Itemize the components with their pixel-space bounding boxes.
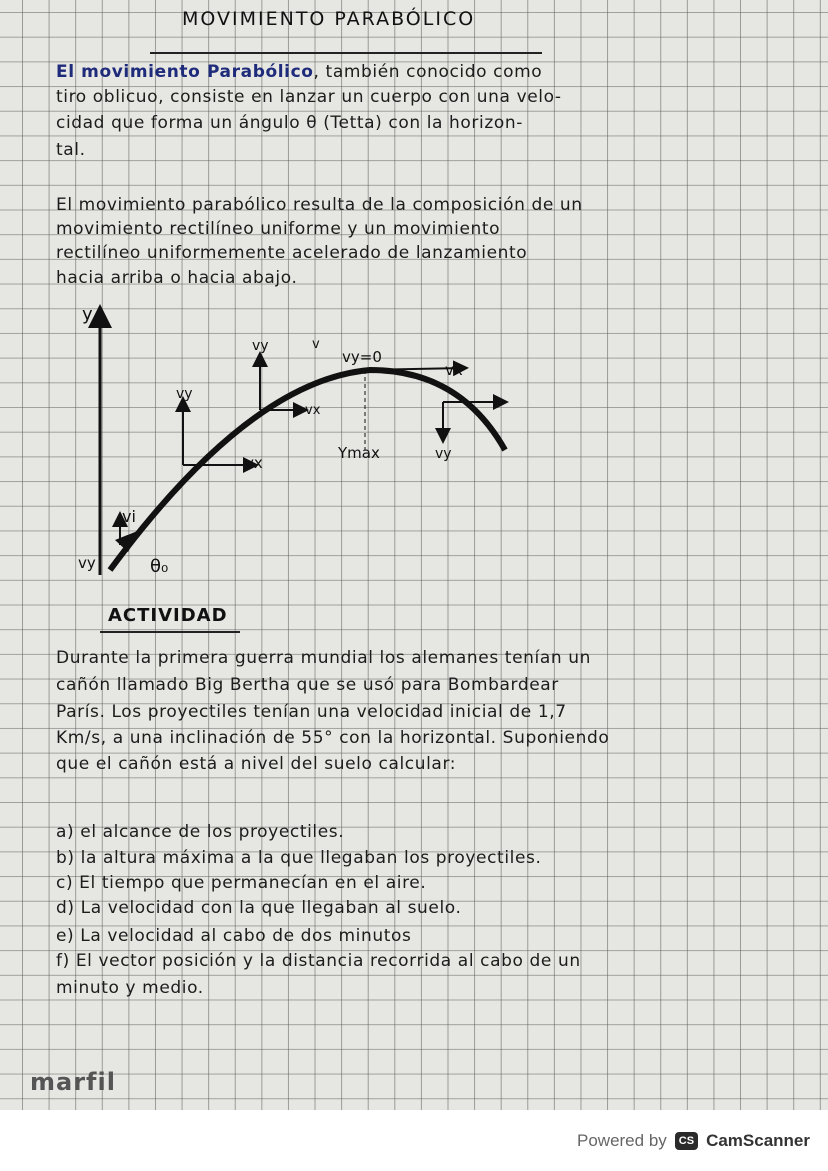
paragraph3-line: París. Los proyectiles tenían una veloci… — [56, 702, 567, 722]
paragraph1-line: cidad que forma un ángulo θ (Tetta) con … — [56, 113, 523, 133]
camscanner-footer: Powered by CS CamScanner — [577, 1124, 810, 1158]
question-item: minuto y medio. — [56, 978, 204, 998]
theta-label: θ₀ — [150, 556, 168, 577]
paragraph3-line: cañón llamado Big Bertha que se usó para… — [56, 675, 559, 695]
title-underline — [150, 52, 542, 54]
vy-label: vy — [78, 554, 96, 572]
question-item: f) El vector posición y la distancia rec… — [56, 951, 581, 971]
page-title: MOVIMIENTO PARABÓLICO — [182, 8, 476, 30]
vy-label: vy — [176, 386, 193, 402]
ymax-label: Ymax — [337, 444, 380, 462]
question-item: a) el alcance de los proyectiles. — [56, 822, 345, 842]
notebook-brand-logo: marfil — [30, 1068, 116, 1096]
activity-heading: ACTIVIDAD — [108, 605, 228, 626]
vy-label: vy — [252, 338, 269, 354]
y-axis-label: y — [82, 304, 93, 325]
question-item: e) La velocidad al cabo de dos minutos — [56, 926, 412, 946]
v-label: v — [312, 337, 320, 352]
highlight-text: El movimiento Parabólico — [56, 62, 314, 82]
question-item: d) La velocidad con la que llegaban al s… — [56, 898, 462, 918]
paragraph3-line: Km/s, a una inclinación de 55° con la ho… — [56, 728, 610, 748]
trajectory-curve — [107, 366, 508, 572]
vx-label: vx — [445, 361, 463, 379]
vx-label: vx — [305, 403, 321, 418]
activity-underline — [100, 631, 240, 633]
launch-arrow — [115, 530, 140, 552]
paragraph1-line: El movimiento Parabólico, también conoci… — [56, 62, 542, 82]
paragraph3-line: Durante la primera guerra mundial los al… — [56, 648, 591, 668]
question-item: b) la altura máxima a la que llegaban lo… — [56, 848, 542, 868]
powered-by-text: Powered by — [577, 1131, 667, 1150]
paragraph2-line: El movimiento parabólico resulta de la c… — [56, 195, 583, 215]
paragraph1-rest: , también conocido como — [313, 62, 543, 82]
paragraph2-line: hacia arriba o hacia abajo. — [56, 268, 298, 288]
paragraph2-line: movimiento rectilíneo uniforme y un movi… — [56, 219, 501, 239]
vi-label: vi — [122, 507, 136, 526]
vy-label: vy — [435, 446, 452, 462]
question-item: c) El tiempo que permanecían en el aire. — [56, 873, 427, 893]
vx-vector-top — [364, 360, 469, 377]
paragraph3-line: que el cañón está a nivel del suelo calc… — [56, 754, 457, 774]
vx-label: vx — [245, 454, 263, 472]
notebook-page — [0, 0, 828, 1110]
vy-zero-label: vy=0 — [342, 348, 382, 366]
projectile-diagram: y vi vy θ₀ vy vx vy vx v vy=0 vx Ymax vy — [78, 304, 509, 577]
camscanner-logo-icon: CS — [674, 1132, 699, 1150]
paragraph2-line: rectilíneo uniformemente acelerado de la… — [56, 243, 528, 263]
camscanner-name: CamScanner — [706, 1131, 810, 1150]
paragraph1-line: tal. — [56, 140, 86, 160]
paragraph1-line: tiro oblicuo, consiste en lanzar un cuer… — [56, 87, 562, 107]
